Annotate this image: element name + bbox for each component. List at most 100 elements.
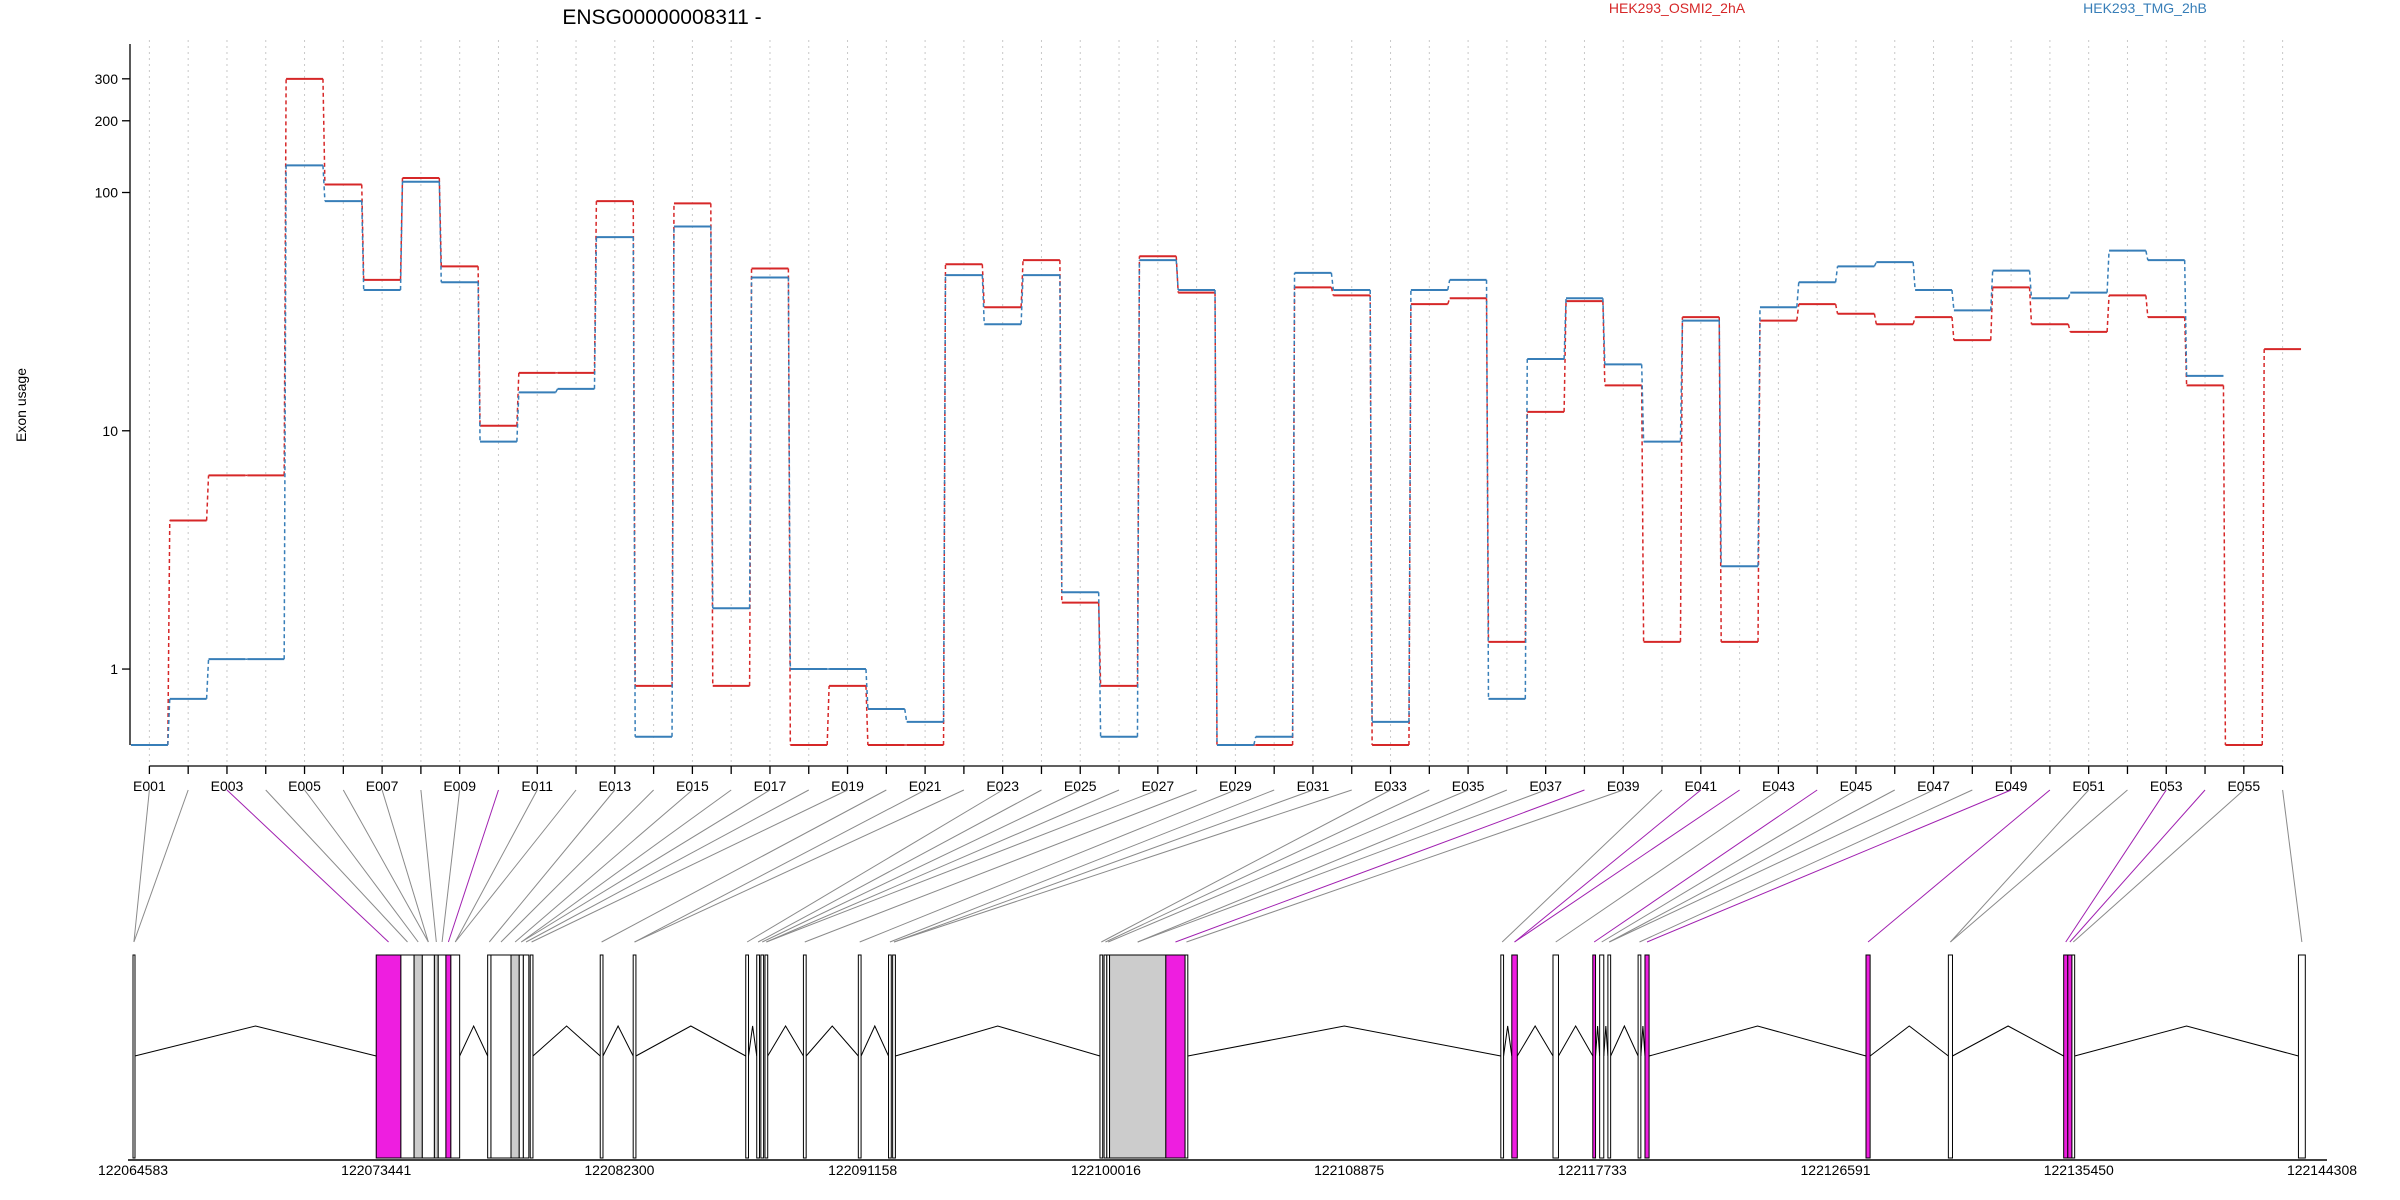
intron [459, 1024, 489, 1057]
series-connector [1253, 736, 1257, 746]
series-connector [2183, 260, 2188, 376]
exon-connector [804, 789, 1197, 943]
series-connector [1097, 592, 1102, 737]
series-connector [787, 277, 792, 670]
coord-tick-label: 122100016 [1071, 1162, 1141, 1178]
series-connector [1834, 266, 1839, 283]
exon-box [764, 954, 769, 1159]
exon-connector [1105, 789, 1430, 943]
exon-connector [133, 789, 150, 943]
legend-label-series-2: HEK293_TMG_2hB [2083, 0, 2207, 16]
series-connector [632, 237, 636, 737]
exon-connector [265, 789, 408, 943]
x-tick-label: E039 [1607, 778, 1640, 794]
exon-box [2063, 954, 2069, 1159]
exon-box [760, 954, 765, 1159]
series-connector [1330, 272, 1335, 291]
series-connector [1214, 292, 1218, 746]
x-tick-label: E051 [2072, 778, 2105, 794]
series-connector [399, 178, 404, 280]
exon-connector [1601, 789, 1857, 943]
series-connector [865, 685, 869, 746]
x-tick-label: E045 [1840, 778, 1873, 794]
series-connector [1330, 287, 1335, 296]
exon-box [1165, 954, 1186, 1159]
x-tick-label: E009 [443, 778, 476, 794]
series-connector [1796, 304, 1800, 321]
exon-box [490, 954, 512, 1159]
series-connector [1408, 289, 1412, 722]
x-tick-label: E005 [288, 778, 321, 794]
exon-box [1552, 954, 1559, 1159]
exon-box [599, 954, 604, 1159]
exon-connector [1609, 789, 1934, 943]
exon-connector [1514, 789, 1740, 943]
series-connector [167, 520, 171, 746]
intron [532, 1025, 601, 1057]
exon-connector [1646, 789, 2012, 943]
exon-connector [420, 789, 437, 943]
intron [1516, 1025, 1554, 1057]
series-connector [1757, 307, 1761, 567]
exon-connector [634, 789, 926, 943]
series-connector [1059, 275, 1063, 593]
series-connector [1718, 317, 1722, 642]
exon-connector [746, 789, 1003, 943]
exon-connector [1514, 789, 1702, 943]
exon-connector [893, 789, 1352, 943]
coord-tick-label: 122064583 [98, 1162, 168, 1178]
exon-box [2297, 954, 2306, 1159]
series-connector [2067, 292, 2071, 299]
exon-box [522, 954, 530, 1159]
exon-connector [1137, 789, 1546, 943]
series-connector [904, 708, 908, 723]
series-connector [205, 475, 210, 521]
intron [2074, 1025, 2299, 1057]
series-connector [2145, 250, 2149, 261]
exon-connector [634, 789, 965, 943]
series-lines [130, 77, 2302, 746]
intron [1187, 1025, 1501, 1057]
x-tick-label: E003 [211, 778, 244, 794]
intron [748, 1025, 758, 1057]
exon-connector [500, 789, 654, 943]
exon-box [1607, 954, 1612, 1159]
series-connector [787, 268, 792, 746]
x-tick-label: E001 [133, 778, 166, 794]
series-connector [942, 275, 947, 722]
legend-label-series-1: HEK293_OSMI2_2hA [1609, 0, 1746, 16]
series-connector [438, 181, 443, 283]
series-connector [1447, 297, 1451, 305]
series-connector [1834, 303, 1839, 314]
series-connector [1563, 298, 1567, 360]
x-tick-label: E043 [1762, 778, 1795, 794]
series-connector [1214, 289, 1218, 746]
x-tick-label: E021 [909, 778, 942, 794]
series-connector [826, 685, 830, 746]
exon-connector [1501, 789, 1663, 943]
intron [635, 1025, 746, 1057]
exon-box [400, 954, 415, 1159]
exon-connector [1639, 789, 1973, 943]
coord-tick-label: 122073441 [341, 1162, 411, 1178]
exon-connector [601, 789, 887, 943]
x-tick-label: E029 [1219, 778, 1252, 794]
exon-box [2067, 954, 2073, 1159]
series-connector [1951, 289, 1955, 311]
series-connector [1912, 262, 1916, 290]
intron [1869, 1025, 1949, 1057]
x-tick-label: E037 [1529, 778, 1562, 794]
x-tick-label: E033 [1374, 778, 1407, 794]
exon-connector [226, 789, 389, 943]
exon-connector [762, 789, 1081, 943]
x-tick-label: E011 [521, 778, 553, 794]
y-axis-label: Exon usage [13, 368, 29, 442]
x-tick-label: E025 [1064, 778, 1097, 794]
exon-connector [488, 789, 616, 943]
exon-box [1644, 954, 1650, 1159]
intron [134, 1025, 377, 1057]
x-tick-label: E031 [1297, 778, 1330, 794]
intron [1603, 1025, 1609, 1057]
exon-connector [1950, 789, 2090, 943]
exon-box [1592, 954, 1597, 1159]
